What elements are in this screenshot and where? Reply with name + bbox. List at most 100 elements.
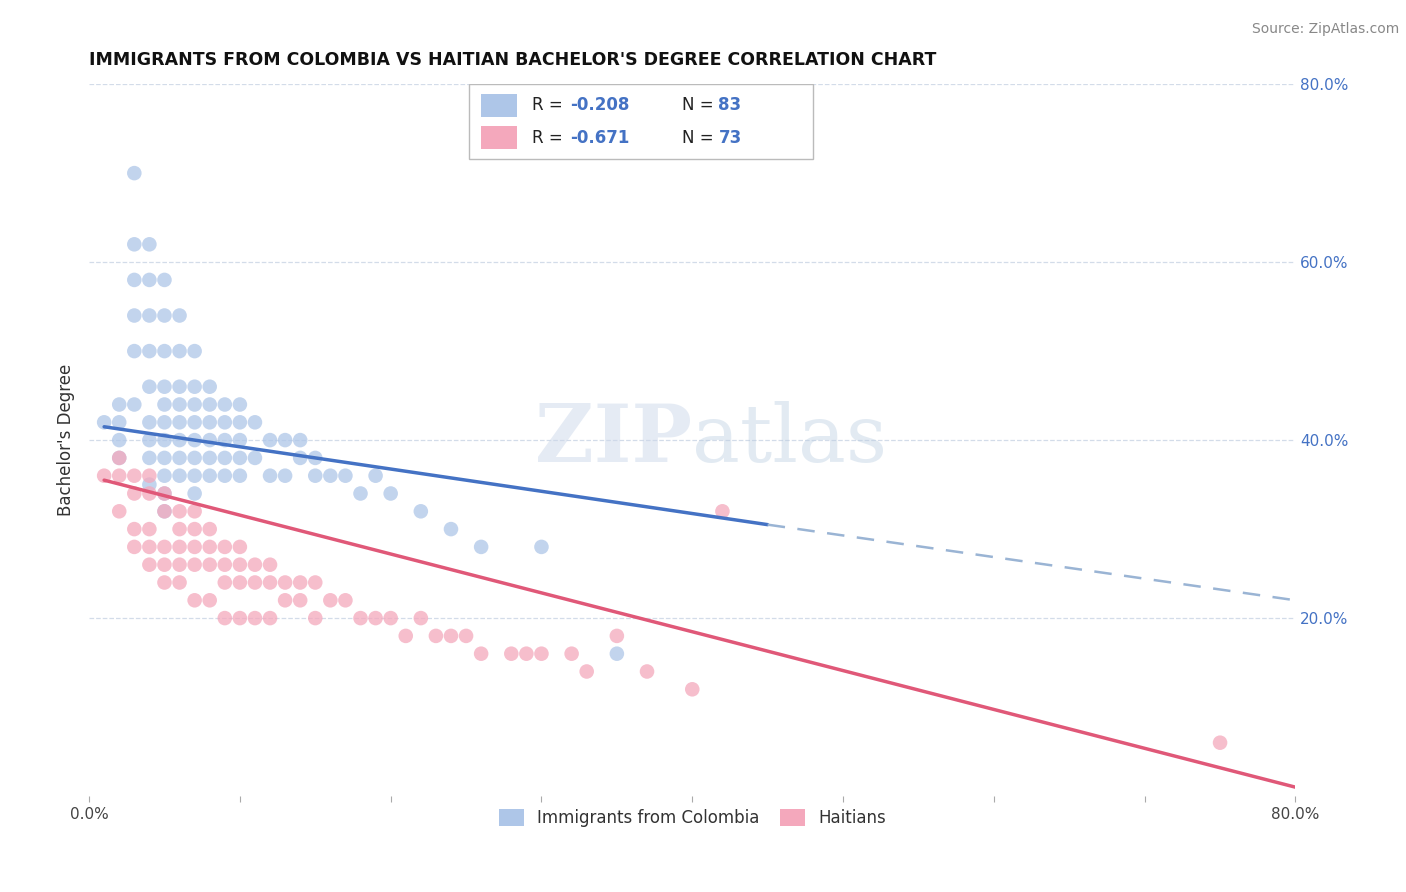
Point bbox=[304, 575, 326, 590]
Point bbox=[93, 415, 115, 429]
Point bbox=[606, 629, 628, 643]
Point bbox=[229, 450, 252, 465]
Point bbox=[243, 415, 266, 429]
Point bbox=[198, 468, 221, 483]
Point bbox=[169, 450, 191, 465]
Point bbox=[290, 593, 312, 607]
Point bbox=[214, 468, 236, 483]
Point bbox=[229, 540, 252, 554]
Point bbox=[409, 504, 432, 518]
Text: 83: 83 bbox=[718, 96, 741, 114]
Point bbox=[198, 540, 221, 554]
Point bbox=[530, 647, 553, 661]
Point bbox=[259, 468, 281, 483]
Point bbox=[561, 647, 583, 661]
Point bbox=[138, 433, 160, 447]
Text: Source: ZipAtlas.com: Source: ZipAtlas.com bbox=[1251, 22, 1399, 37]
Point bbox=[108, 433, 131, 447]
Point bbox=[349, 486, 371, 500]
Point bbox=[425, 629, 447, 643]
Point bbox=[243, 611, 266, 625]
Point bbox=[198, 593, 221, 607]
Point bbox=[108, 415, 131, 429]
Point bbox=[153, 486, 176, 500]
Point bbox=[183, 522, 205, 536]
FancyBboxPatch shape bbox=[470, 84, 813, 159]
Point bbox=[183, 504, 205, 518]
Point bbox=[364, 611, 387, 625]
Text: R =: R = bbox=[531, 128, 568, 146]
Point bbox=[108, 450, 131, 465]
Point bbox=[183, 540, 205, 554]
Point bbox=[169, 344, 191, 359]
Point bbox=[153, 309, 176, 323]
Point bbox=[169, 397, 191, 411]
Point bbox=[380, 611, 402, 625]
Point bbox=[259, 433, 281, 447]
Text: -0.671: -0.671 bbox=[571, 128, 630, 146]
FancyBboxPatch shape bbox=[481, 94, 517, 117]
Point bbox=[169, 309, 191, 323]
Point bbox=[169, 415, 191, 429]
Point bbox=[243, 558, 266, 572]
Point bbox=[153, 504, 176, 518]
Point bbox=[214, 433, 236, 447]
Point bbox=[470, 647, 492, 661]
Text: N =: N = bbox=[682, 96, 718, 114]
Point bbox=[138, 309, 160, 323]
Point bbox=[214, 540, 236, 554]
Point bbox=[108, 468, 131, 483]
Point bbox=[319, 468, 342, 483]
Point bbox=[198, 415, 221, 429]
Point bbox=[153, 575, 176, 590]
Point bbox=[183, 415, 205, 429]
Point bbox=[138, 540, 160, 554]
Point bbox=[183, 468, 205, 483]
Point bbox=[153, 397, 176, 411]
Point bbox=[138, 477, 160, 491]
Point bbox=[214, 611, 236, 625]
Y-axis label: Bachelor's Degree: Bachelor's Degree bbox=[58, 364, 75, 516]
Point bbox=[440, 629, 463, 643]
Point bbox=[138, 468, 160, 483]
Point bbox=[243, 575, 266, 590]
Point bbox=[259, 558, 281, 572]
Point bbox=[124, 468, 146, 483]
Point bbox=[183, 380, 205, 394]
Point bbox=[153, 415, 176, 429]
Point bbox=[138, 558, 160, 572]
Point bbox=[1209, 736, 1232, 750]
Text: R =: R = bbox=[531, 96, 568, 114]
Point bbox=[214, 450, 236, 465]
Point bbox=[198, 522, 221, 536]
Text: 73: 73 bbox=[718, 128, 742, 146]
Point bbox=[319, 593, 342, 607]
Point bbox=[138, 486, 160, 500]
Point bbox=[440, 522, 463, 536]
Point bbox=[304, 450, 326, 465]
Point bbox=[108, 450, 131, 465]
Point bbox=[153, 450, 176, 465]
Point bbox=[243, 450, 266, 465]
Text: atlas: atlas bbox=[692, 401, 887, 479]
Point bbox=[183, 593, 205, 607]
Point bbox=[335, 468, 357, 483]
Point bbox=[138, 450, 160, 465]
Point bbox=[290, 433, 312, 447]
Point bbox=[274, 468, 297, 483]
Point bbox=[124, 540, 146, 554]
Point bbox=[138, 344, 160, 359]
Point bbox=[124, 522, 146, 536]
Point bbox=[575, 665, 598, 679]
Point bbox=[229, 611, 252, 625]
Point bbox=[153, 344, 176, 359]
Point bbox=[169, 504, 191, 518]
Text: ZIP: ZIP bbox=[536, 401, 692, 479]
Point bbox=[183, 558, 205, 572]
Point bbox=[153, 504, 176, 518]
Point bbox=[124, 486, 146, 500]
Point bbox=[153, 433, 176, 447]
Point bbox=[515, 647, 537, 661]
Point bbox=[364, 468, 387, 483]
Point bbox=[229, 575, 252, 590]
